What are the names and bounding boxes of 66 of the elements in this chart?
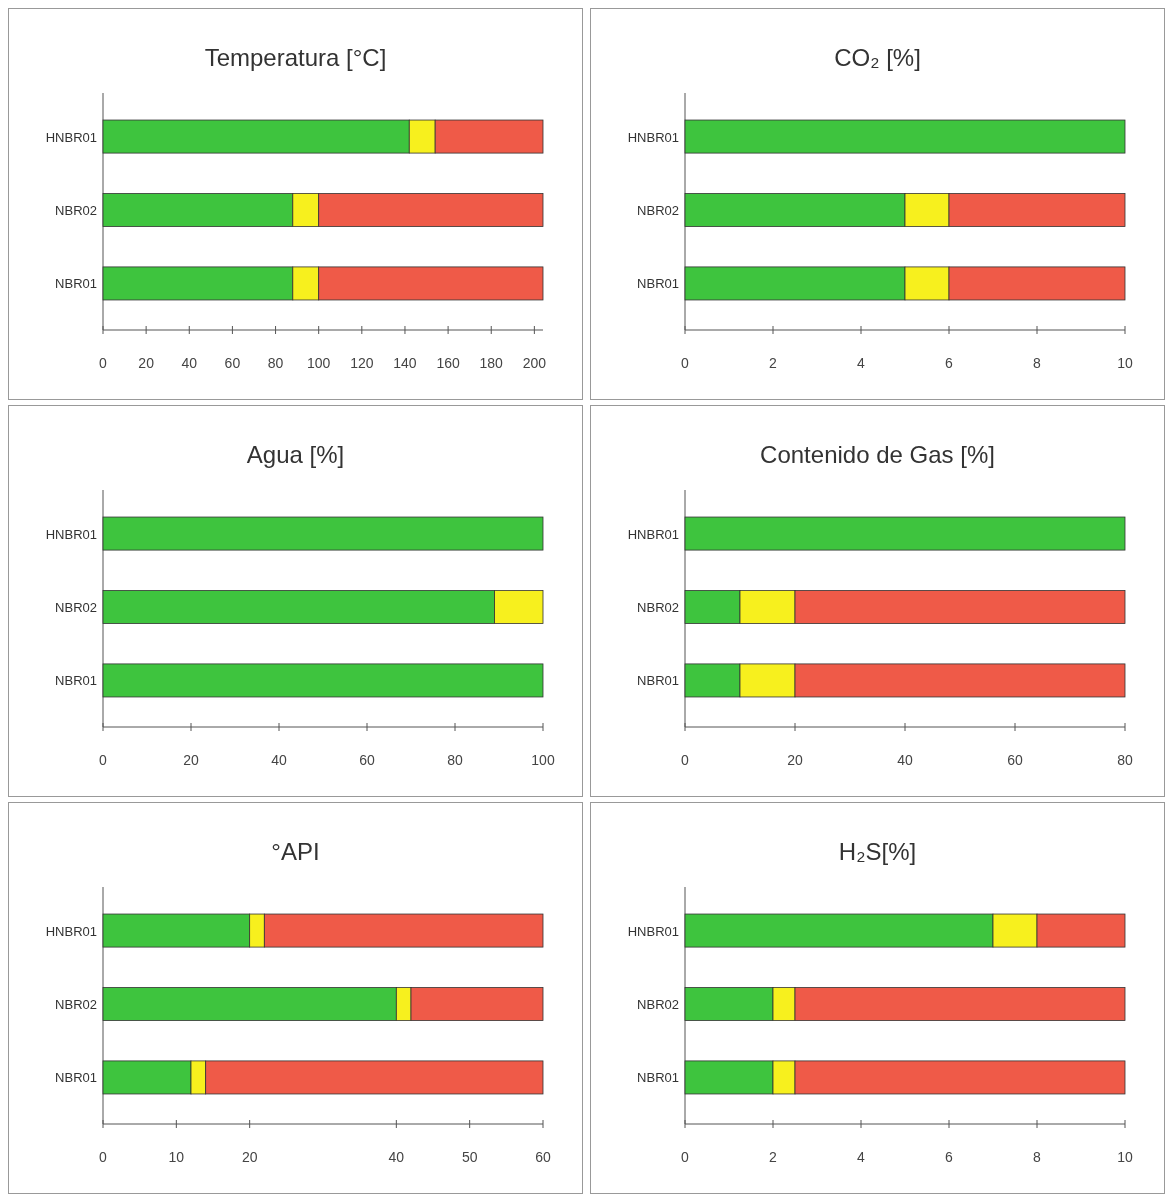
x-tick-label: 6 bbox=[945, 355, 954, 371]
y-tick-label: HNBR01 bbox=[627, 923, 679, 939]
y-tick-label: NBR02 bbox=[55, 203, 97, 218]
x-tick-label: 0 bbox=[99, 752, 108, 768]
y-tick-label: NBR02 bbox=[637, 997, 679, 1012]
x-tick-label: 0 bbox=[681, 1149, 690, 1165]
x-tick-label: 0 bbox=[681, 355, 690, 371]
y-tick-label: NBR02 bbox=[637, 203, 679, 218]
chart-title: H₂S[%] bbox=[838, 838, 917, 865]
chart-title: Agua [%] bbox=[246, 441, 345, 468]
y-tick-label: HNBR01 bbox=[627, 526, 679, 542]
y-tick-label: NBR02 bbox=[55, 997, 97, 1012]
x-tick-label: 100 bbox=[531, 752, 555, 768]
x-tick-label: 0 bbox=[99, 355, 108, 371]
x-tick-label: 60 bbox=[535, 1149, 551, 1165]
x-tick-label: 120 bbox=[350, 355, 374, 371]
y-tick-label: NBR01 bbox=[637, 276, 679, 292]
chart-title: Contenido de Gas [%] bbox=[760, 441, 995, 468]
y-tick-label: HNBR01 bbox=[45, 129, 97, 145]
x-tick-label: 10 bbox=[1117, 1149, 1133, 1165]
x-tick-label: 100 bbox=[307, 355, 331, 371]
y-tick-label: NBR01 bbox=[637, 673, 679, 689]
chart-title: CO₂ [%] bbox=[834, 44, 921, 71]
x-tick-label: 2 bbox=[769, 355, 778, 371]
x-tick-label: 0 bbox=[681, 752, 690, 768]
x-tick-label: 40 bbox=[897, 752, 913, 768]
x-tick-label: 4 bbox=[857, 1149, 866, 1165]
y-tick-label: NBR01 bbox=[637, 1070, 679, 1086]
x-tick-label: 20 bbox=[138, 355, 155, 371]
x-tick-label: 8 bbox=[1033, 1149, 1042, 1165]
bar bbox=[684, 119, 1126, 154]
y-tick-label: NBR01 bbox=[55, 276, 97, 292]
chart-title: Temperatura [°C] bbox=[204, 44, 387, 71]
bar bbox=[684, 516, 1126, 551]
x-tick-label: 20 bbox=[241, 1149, 258, 1165]
y-tick-label: HNBR01 bbox=[45, 923, 97, 939]
y-tick-label: NBR01 bbox=[55, 673, 97, 689]
x-tick-label: 180 bbox=[479, 355, 504, 371]
x-tick-label: 20 bbox=[183, 752, 199, 768]
x-tick-label: 200 bbox=[522, 355, 547, 371]
x-tick-label: 6 bbox=[945, 1149, 954, 1165]
x-tick-label: 60 bbox=[359, 752, 375, 768]
x-tick-label: 80 bbox=[447, 752, 463, 768]
x-tick-label: 60 bbox=[224, 355, 241, 371]
x-tick-label: 80 bbox=[267, 355, 284, 371]
y-tick-label: HNBR01 bbox=[627, 129, 679, 145]
y-tick-label: NBR01 bbox=[55, 1070, 97, 1086]
x-tick-label: 160 bbox=[436, 355, 460, 371]
x-tick-label: 10 bbox=[168, 1149, 185, 1165]
x-tick-label: 140 bbox=[393, 355, 417, 371]
y-tick-label: NBR02 bbox=[55, 600, 97, 615]
x-tick-label: 0 bbox=[99, 1149, 108, 1165]
x-tick-label: 4 bbox=[857, 355, 866, 371]
x-tick-label: 50 bbox=[461, 1149, 478, 1165]
x-tick-label: 40 bbox=[271, 752, 287, 768]
chart-title: °API bbox=[271, 838, 320, 865]
x-tick-label: 40 bbox=[181, 355, 198, 371]
y-tick-label: NBR02 bbox=[637, 600, 679, 615]
x-tick-label: 80 bbox=[1117, 752, 1133, 768]
x-tick-label: 40 bbox=[388, 1149, 405, 1165]
x-tick-label: 60 bbox=[1007, 752, 1023, 768]
x-tick-label: 10 bbox=[1117, 355, 1133, 371]
x-tick-label: 20 bbox=[787, 752, 803, 768]
x-tick-label: 8 bbox=[1033, 355, 1042, 371]
x-tick-label: 2 bbox=[769, 1149, 778, 1165]
y-tick-label: HNBR01 bbox=[45, 526, 97, 542]
